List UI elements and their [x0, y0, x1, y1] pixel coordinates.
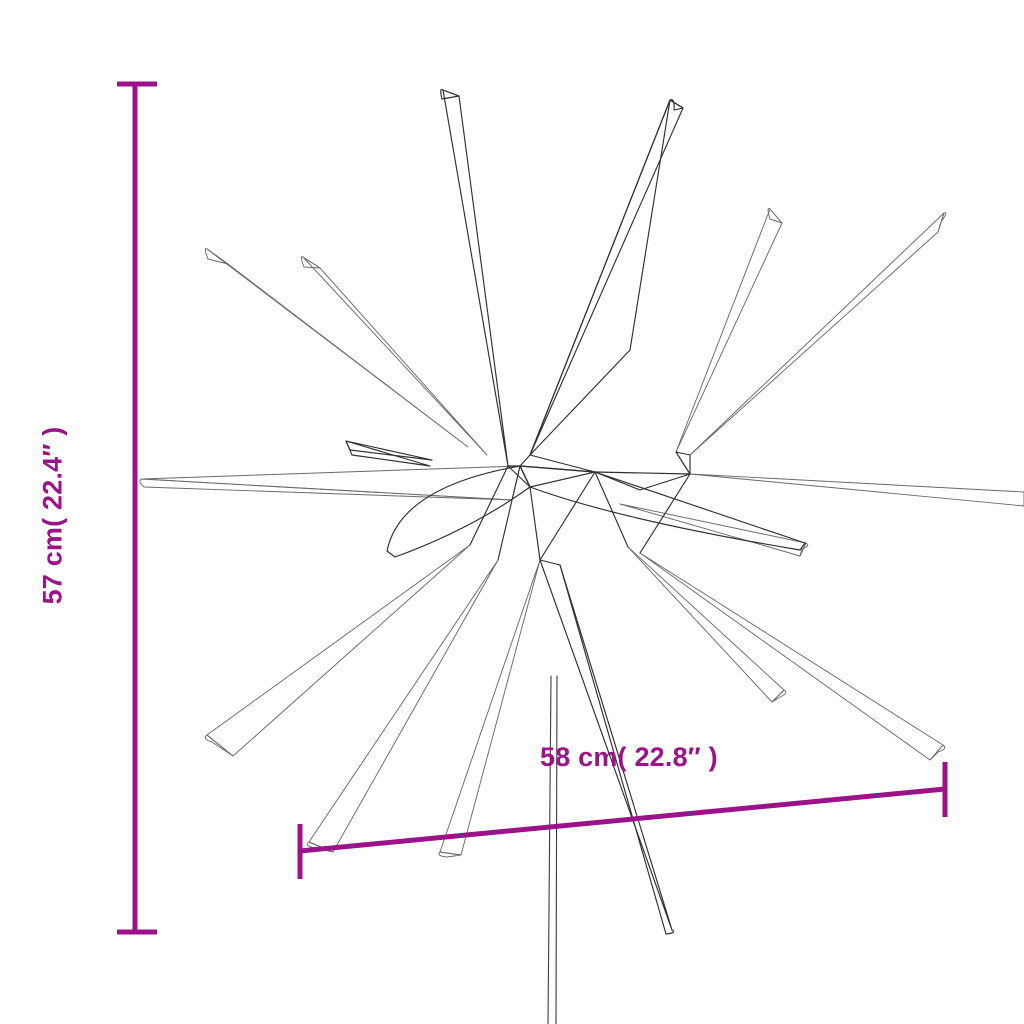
star-spikes-front: [345, 88, 806, 561]
width-dimension-line: [297, 762, 948, 879]
width-dimension-label: 58 cm( 22.8″ ): [540, 742, 718, 772]
star-product-artwork: [139, 88, 1024, 1024]
dimension-annotations: [117, 81, 948, 935]
height-dimension-line: [117, 81, 157, 935]
ground-stake: [547, 675, 558, 1024]
height-dimension-label: 57 cm( 22.4″ ): [37, 426, 68, 605]
star-spike-front-bottom: [539, 559, 675, 935]
